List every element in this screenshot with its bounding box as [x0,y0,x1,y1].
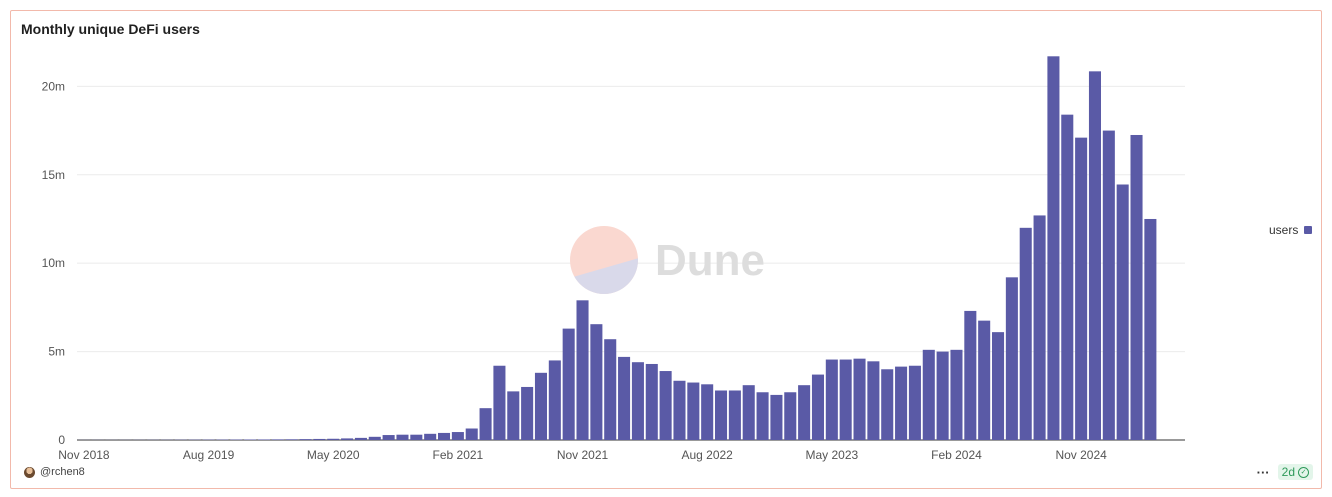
bar[interactable] [479,408,492,440]
bar[interactable] [645,363,658,440]
legend[interactable]: users [1269,223,1313,237]
bar[interactable] [867,361,880,440]
bar[interactable] [964,310,977,440]
bar[interactable] [396,434,409,440]
bar[interactable] [784,392,797,440]
ellipsis-icon[interactable]: ··· [1256,464,1270,480]
x-tick-label: Nov 2018 [58,448,110,462]
bar[interactable] [978,320,991,440]
bar[interactable] [1144,218,1157,440]
bar[interactable] [853,358,866,440]
y-tick-label: 10m [42,256,65,270]
dune-logo-icon [570,226,638,294]
bar[interactable] [1088,71,1101,440]
bar[interactable] [521,386,534,440]
bar[interactable] [673,380,686,440]
bar[interactable] [659,371,672,440]
y-tick-label: 20m [42,79,65,93]
bar[interactable] [742,385,755,440]
bar[interactable] [576,300,589,440]
bar[interactable] [257,439,270,440]
x-tick-label: Nov 2021 [557,448,609,462]
bar[interactable] [368,436,381,440]
y-tick-label: 0 [58,433,65,447]
x-tick-label: Feb 2021 [433,448,484,462]
bar[interactable] [728,390,741,440]
bar[interactable] [881,369,894,440]
bar[interactable] [895,366,908,440]
bar[interactable] [410,434,423,440]
bar[interactable] [604,339,617,440]
footer-actions: ··· 2d ✓ [1257,464,1313,480]
axes: 0 5m 10m 15m 20m Nov 2018 Aug 2019 May 2020 Feb … [42,79,1107,462]
bar[interactable] [922,349,935,440]
bar[interactable] [770,394,783,440]
bar[interactable] [424,433,437,440]
bar[interactable] [715,390,728,440]
bar[interactable] [354,437,367,440]
bar[interactable] [299,439,312,440]
bar[interactable] [992,332,1005,440]
author[interactable]: @rchen8 [24,466,85,478]
bar[interactable] [1047,56,1060,441]
bar[interactable] [936,351,949,440]
bar[interactable] [1075,137,1088,440]
y-tick-label: 15m [42,168,65,182]
bar[interactable] [950,349,963,440]
x-tick-label: May 2023 [805,448,858,462]
bars [77,56,1157,441]
bar[interactable] [590,324,603,440]
x-tick-label: Feb 2024 [931,448,982,462]
bar[interactable] [1033,215,1046,440]
watermark-text: Dune [655,236,765,285]
bar[interactable] [493,365,506,440]
x-tick-label: Aug 2019 [183,448,235,462]
bar[interactable] [1061,114,1074,441]
dune-watermark: Dune [570,226,765,294]
bar[interactable] [631,362,644,440]
bar[interactable] [687,382,700,440]
bar[interactable] [756,392,769,440]
bar[interactable] [1005,277,1018,440]
bar[interactable] [908,365,921,440]
bar[interactable] [825,359,838,440]
age-badge: 2d ✓ [1277,464,1313,480]
bar[interactable] [271,439,284,440]
legend-swatch [1304,226,1313,234]
x-tick-label: Nov 2024 [1055,448,1107,462]
age-text: 2d [1281,465,1295,479]
y-tick-label: 5m [48,345,65,359]
bar-chart: Dune 0 5m 10m 15m 20m Nov 2018 Aug 2019 May 202… [42,56,1185,462]
bar[interactable] [451,432,464,440]
bar[interactable] [1102,130,1115,440]
avatar [24,466,35,478]
bar[interactable] [438,432,451,440]
bar[interactable] [562,328,575,440]
bar[interactable] [798,385,811,440]
bar[interactable] [839,359,852,440]
legend-label: users [1269,223,1299,237]
bar[interactable] [465,428,478,440]
bar[interactable] [507,391,520,440]
chart-card: Monthly unique DeFi users Dune 0 5m 10m 15m… [10,10,1322,489]
bar[interactable] [534,372,547,440]
bar[interactable] [1130,134,1143,440]
bar[interactable] [1019,227,1032,440]
x-tick-label: Aug 2022 [681,448,733,462]
x-tick-label: May 2020 [307,448,360,462]
bar[interactable] [701,384,714,440]
check-circle-icon: ✓ [1298,466,1309,478]
bar[interactable] [313,438,326,440]
bar[interactable] [618,356,631,440]
chart-title: Monthly unique DeFi users [21,21,200,37]
author-name: @rchen8 [40,466,85,478]
bar[interactable] [1116,184,1129,440]
bar[interactable] [285,439,298,440]
bar[interactable] [811,374,824,440]
bar[interactable] [548,360,561,440]
bar[interactable] [382,435,395,440]
bar[interactable] [341,438,354,440]
bar[interactable] [327,438,340,440]
